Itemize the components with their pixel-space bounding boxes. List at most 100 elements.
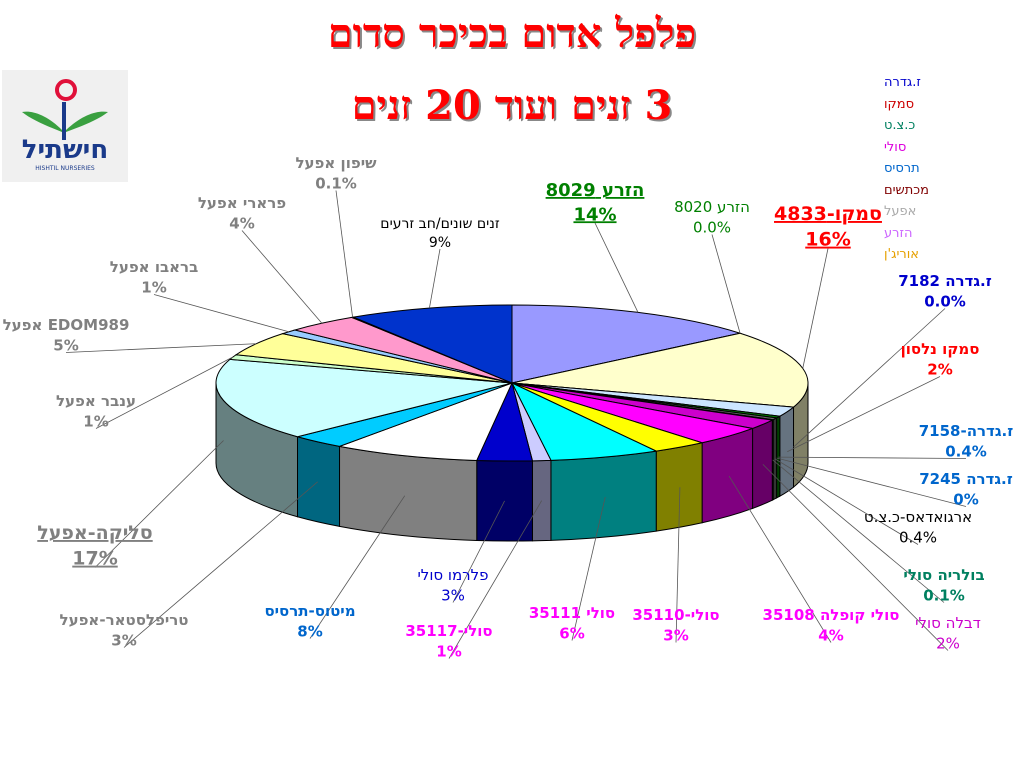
leader-line <box>802 248 829 369</box>
pie-slice-side <box>297 436 341 527</box>
leader-line <box>772 459 945 603</box>
leader-line <box>787 376 941 453</box>
leader-line <box>309 495 406 639</box>
pie-labels: הזרע 8029 14% הזרע 8020 0.0% סמקו-4833 16% ז.ג… <box>3 154 1014 660</box>
leader-line <box>429 248 441 309</box>
company-logo: חישתיל HISHTIL NURSERIES <box>2 70 128 182</box>
legend-entry: ז.גדרה <box>884 75 921 90</box>
pie-slice-side <box>550 450 657 541</box>
legend-entry: אוריג'ן <box>884 247 919 262</box>
slice-label-value: 4% <box>818 626 843 644</box>
slice-label-value: 0.0% <box>924 292 966 310</box>
pie-slice-side <box>339 445 478 541</box>
slice-label-name: EDOM989 אפעל <box>3 316 130 334</box>
legend-entry: תרסיס <box>884 161 920 176</box>
pie-slice <box>337 382 513 461</box>
slice-label-value: 17% <box>72 548 117 570</box>
leader-line <box>94 440 224 568</box>
pie-slice-side <box>531 459 552 542</box>
slice-label-value: 8% <box>297 622 322 640</box>
slice-label-name: ז.גדרה 7182 <box>898 272 992 290</box>
slice-label-value: 1% <box>83 412 108 430</box>
chart-legend: ז.גדרה סמקו כ.צ.ט סולי תרסיס מכתשים אפעל הזרע או… <box>884 72 929 266</box>
leader-line <box>675 487 681 643</box>
slice-label-value: 14% <box>573 204 616 225</box>
leader-line <box>65 343 257 353</box>
pie-slice <box>511 332 809 408</box>
chart-subtitle: 3 זנים ועוד 20 זנים <box>351 82 673 129</box>
leader-line <box>762 464 949 651</box>
slice-label-name: פלרמו סולי <box>417 566 488 584</box>
slice-label-name: הזרע 8029 <box>546 180 645 201</box>
leader-line <box>571 496 606 641</box>
slice-label-value: 2% <box>936 634 960 652</box>
slice-label-value: 4% <box>229 214 254 232</box>
slice-label-value: 0.4% <box>945 442 987 460</box>
slice-label-name: זנים שונים/חב זרעים <box>380 216 500 232</box>
slice-label-name: שיפון אפעל <box>295 154 377 172</box>
slice-label-value: 1% <box>141 278 166 296</box>
pie-slice-side <box>476 459 533 542</box>
svg-text:HISHTIL NURSERIES: HISHTIL NURSERIES <box>35 165 95 172</box>
legend-entry: אפעל <box>884 204 917 219</box>
leader-line <box>452 500 505 603</box>
slice-label-name: ז.גדרה-7158 <box>919 422 1014 440</box>
slice-label-value: 1% <box>436 642 461 660</box>
slice-label-value: 9% <box>429 235 451 251</box>
slice-label-name: דבלה סולי <box>915 614 981 632</box>
leader-line <box>241 230 323 324</box>
slice-label-name: פרארי אפעל <box>198 194 286 212</box>
pie-slice-side <box>772 417 778 501</box>
slice-label-value: 0.1% <box>923 586 965 604</box>
slice-label-name: בראבו אפעל <box>110 258 198 276</box>
slice-label-name: ז.גדרה 7245 <box>919 470 1013 488</box>
leader-line <box>711 234 741 334</box>
leader-line <box>95 356 234 429</box>
svg-text:חישתיל: חישתיל <box>22 135 108 165</box>
slice-label-name: סמקו נלסון <box>901 340 980 358</box>
slice-label-value: 0.4% <box>899 528 937 546</box>
leader-line <box>448 500 543 659</box>
leader-line <box>335 190 354 318</box>
legend-entry: כ.צ.ט <box>884 118 916 133</box>
legend-entry: סמקו <box>884 96 915 112</box>
leader-line <box>728 475 832 643</box>
leader-line <box>153 294 289 333</box>
slice-label-value: 0.0% <box>693 218 731 236</box>
slice-label-name: סולי 35111 <box>529 604 615 622</box>
slice-label-name: הזרע 8020 <box>674 198 750 216</box>
leader-line <box>793 308 946 448</box>
slice-label-name: בולריה סולי <box>903 566 984 584</box>
pie-slice-side <box>701 427 754 524</box>
legend-entry: הזרע <box>884 225 913 241</box>
flower-sprout-logo-icon: חישתיל HISHTIL NURSERIES <box>22 79 108 172</box>
legend-entry: מכתשים <box>884 182 929 198</box>
chart-title: פלפל אדום בכיכר סדום <box>327 10 697 57</box>
slice-label-name: סולי קופלה 35108 <box>763 606 900 624</box>
slice-label-name: סולי-35117 <box>405 622 492 640</box>
slice-label-value: 3% <box>111 631 136 649</box>
slice-label-value: 0.1% <box>315 174 357 192</box>
leader-line <box>776 457 967 507</box>
slice-label-name: מיטוס-תרסיס <box>264 602 355 620</box>
slice-label-value: 2% <box>927 360 952 378</box>
slice-label-name: ארגואדאס-כ.צ.ט <box>864 508 972 526</box>
leader-line <box>123 481 318 648</box>
slice-label-value: 3% <box>663 626 688 644</box>
slice-label-value: 3% <box>441 586 465 604</box>
pie-top <box>215 304 809 462</box>
pie-slice <box>511 304 743 384</box>
leader-line <box>594 222 639 313</box>
pie-slice-side <box>752 419 773 510</box>
legend-entry: סולי <box>884 139 907 155</box>
pie-slice <box>215 358 513 438</box>
slice-label-name: ענבר אפעל <box>56 392 136 410</box>
pie-slice-side <box>779 406 795 498</box>
slice-label-value: 6% <box>559 624 584 642</box>
slice-label-name: טריפלסטאר-אפעל <box>60 611 189 629</box>
slice-label-name: סולי-35110 <box>632 606 719 624</box>
slice-label-name: סליקה-אפעל <box>37 522 152 544</box>
slice-label-name: סמקו-4833 <box>774 203 882 225</box>
slice-label-value: 0% <box>953 490 978 508</box>
